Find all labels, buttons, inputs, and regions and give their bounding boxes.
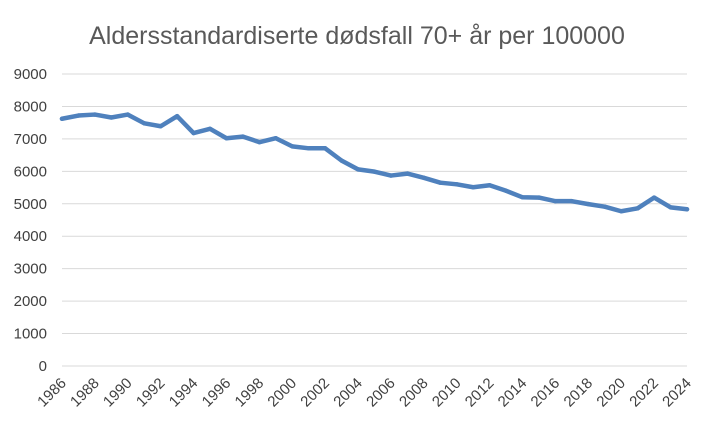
data-point [257,139,262,145]
data-point [207,126,213,132]
data-point [536,195,542,200]
data-point [224,136,229,141]
series-line [59,112,690,214]
x-tick-label: 2002 [297,375,333,411]
x-tick-label: 2014 [495,375,531,411]
data-point [438,180,443,185]
x-tick-label: 1988 [67,375,103,411]
data-point [355,167,361,172]
y-tick-label: 4000 [14,228,47,245]
x-tick-label: 2020 [593,375,629,411]
data-point [158,124,163,129]
data-point [487,183,492,188]
x-tick-label: 2012 [462,375,498,411]
y-tick-label: 1000 [14,326,47,343]
x-axis: 1986198819901992199419961998200020022004… [34,375,695,411]
data-point [635,206,640,211]
data-point [339,158,344,163]
data-point [388,173,394,178]
gridlines [62,73,687,367]
data-point [586,201,591,207]
x-tick-label: 1996 [199,375,235,411]
data-point [619,209,624,214]
x-tick-label: 1992 [133,375,169,411]
data-point [92,112,98,117]
series-group [59,112,690,214]
y-tick-label: 2000 [14,293,47,310]
data-point [125,112,130,117]
data-point [306,146,311,151]
data-point [553,198,558,204]
data-point [651,195,657,200]
data-point [569,198,575,204]
chart-title: Aldersstandardiserte dødsfall 70+ år per… [89,22,625,50]
y-tick-label: 8000 [14,98,47,115]
data-point [273,136,279,141]
data-point [684,207,690,212]
y-tick-label: 9000 [14,66,47,83]
data-point [109,115,114,120]
x-tick-label: 1994 [166,375,202,411]
y-axis: 0 1000 2000 3000 4000 5000 6000 7000 8000 9000 [14,66,47,375]
data-point [76,113,81,118]
y-tick-label: 6000 [14,163,47,180]
x-tick-label: 2004 [330,375,366,411]
x-tick-label: 2008 [396,375,432,411]
data-point [421,175,427,181]
x-tick-label: 2022 [626,375,662,411]
x-tick-label: 2024 [659,375,695,411]
y-tick-label: 5000 [14,196,47,213]
x-tick-label: 1986 [34,375,70,411]
y-tick-label: 3000 [14,261,47,278]
data-point [174,113,180,119]
data-point [405,171,410,176]
y-tick-label: 7000 [14,131,47,148]
data-point [191,130,196,136]
data-point [602,204,607,209]
x-tick-label: 2006 [363,375,399,411]
data-point [240,134,246,139]
x-tick-label: 2010 [429,375,465,411]
data-point [372,169,377,174]
data-point [520,195,525,200]
y-tick-label: 0 [39,358,47,375]
data-point [59,116,65,121]
x-tick-label: 1998 [232,375,268,411]
x-tick-label: 2018 [561,375,597,411]
data-point [142,121,147,126]
data-point [290,144,295,149]
x-tick-label: 2000 [264,375,300,411]
data-point [322,146,328,151]
data-point [503,188,509,193]
data-point [470,185,476,190]
data-point [668,205,673,210]
x-tick-label: 1990 [100,375,136,411]
data-point [454,182,459,187]
x-tick-label: 2016 [528,375,564,411]
